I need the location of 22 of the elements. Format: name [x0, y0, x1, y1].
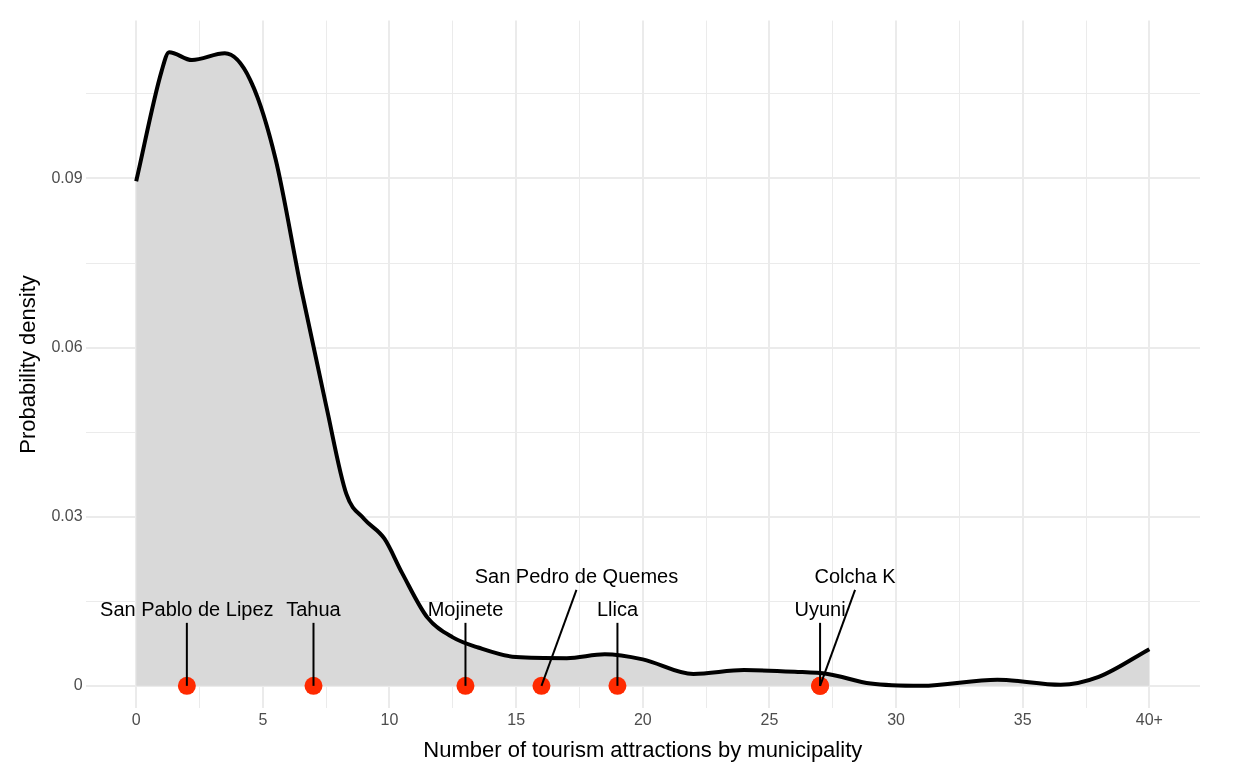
annotation: Tahua	[286, 598, 342, 621]
y-tick-label: 0.03	[51, 507, 83, 525]
x-tick-label: 15	[507, 711, 526, 729]
x-tick-label: 25	[760, 711, 779, 729]
annotation: Mojinete	[427, 598, 504, 621]
annotation: San Pablo de Lipez	[100, 598, 274, 621]
annotation: San Pedro de Quemes	[474, 565, 679, 588]
x-tick-label: 0	[131, 711, 141, 729]
x-tick-label: 40+	[1135, 711, 1163, 729]
x-tick-label: 10	[380, 711, 399, 729]
y-axis-title: Probability density	[15, 275, 41, 454]
x-axis-title: Number of tourism attractions by municipality	[423, 736, 863, 762]
annotation: Colcha K	[814, 565, 897, 588]
x-tick-label: 35	[1013, 711, 1032, 729]
x-tick-label: 5	[258, 711, 268, 729]
y-tick-label: 0	[73, 676, 83, 694]
x-tick-label: 20	[633, 711, 652, 729]
annotation: Uyuni	[794, 598, 846, 621]
annotation: Llica	[596, 598, 639, 621]
x-tick-label: 30	[887, 711, 906, 729]
y-tick-label: 0.06	[51, 337, 83, 355]
y-tick-label: 0.09	[51, 168, 83, 186]
